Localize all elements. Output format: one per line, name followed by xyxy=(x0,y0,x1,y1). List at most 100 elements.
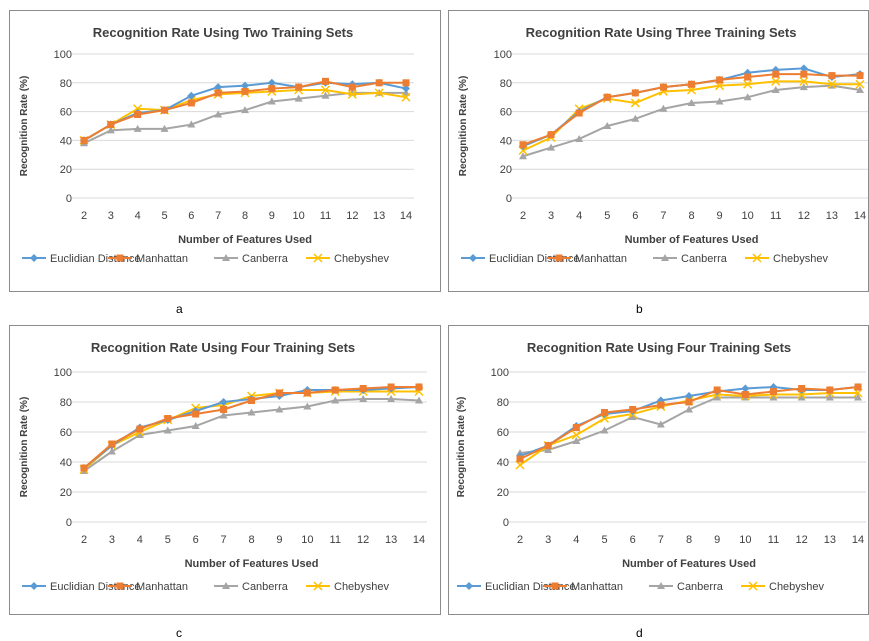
legend-label: Chebyshev xyxy=(334,581,390,593)
data-point xyxy=(856,86,864,93)
legend-marker xyxy=(748,581,758,591)
data-point xyxy=(161,106,168,114)
data-point xyxy=(800,70,808,78)
legend-marker xyxy=(313,253,323,263)
data-point xyxy=(163,426,172,434)
x-tick-label: 8 xyxy=(242,210,248,222)
data-point xyxy=(241,81,249,90)
data-point xyxy=(631,114,640,122)
data-point xyxy=(629,406,637,413)
legend-marker xyxy=(752,253,762,263)
chart-panel-b: Recognition Rate Using Three Training Se… xyxy=(448,10,869,292)
data-point xyxy=(220,406,228,413)
data-point xyxy=(547,143,556,151)
y-axis-label: Recognition Rate (%) xyxy=(19,397,30,498)
legend-label: Canberra xyxy=(242,253,289,265)
series-manhattan xyxy=(516,383,862,463)
data-point xyxy=(187,120,196,128)
x-tick-label: 10 xyxy=(293,210,305,222)
data-point xyxy=(519,141,527,149)
data-point xyxy=(187,99,195,107)
x-tick-label: 2 xyxy=(517,534,523,546)
data-point xyxy=(659,104,668,112)
legend-marker xyxy=(222,254,230,261)
x-axis-label: Number of Features Used xyxy=(625,234,759,246)
legend-item-canberra: Canberra xyxy=(653,253,728,265)
data-point xyxy=(294,94,303,102)
data-point xyxy=(854,393,862,401)
x-tick-label: 2 xyxy=(520,210,526,222)
legend-marker xyxy=(551,582,559,590)
x-tick-label: 11 xyxy=(320,210,331,222)
data-point xyxy=(657,401,665,409)
data-point xyxy=(80,136,88,144)
data-point xyxy=(241,87,249,95)
data-point xyxy=(769,393,778,401)
chart-panel-c: Recognition Rate Using Four Training Set… xyxy=(9,325,441,615)
data-point xyxy=(320,85,331,95)
legend-label: Chebyshev xyxy=(773,253,829,265)
legend-label: Chebyshev xyxy=(334,253,390,265)
data-point xyxy=(108,440,116,448)
data-point xyxy=(799,76,809,86)
data-point xyxy=(685,398,693,406)
x-tick-label: 3 xyxy=(545,534,551,546)
data-point xyxy=(716,76,724,84)
data-point xyxy=(322,77,329,85)
legend-marker xyxy=(469,254,477,262)
data-point xyxy=(771,76,781,86)
data-point xyxy=(770,388,777,395)
legend-label: Canberra xyxy=(677,581,724,593)
chart-frame xyxy=(9,325,441,615)
data-point xyxy=(267,78,276,87)
x-tick-label: 13 xyxy=(826,210,838,222)
x-tick-label: 6 xyxy=(632,210,638,222)
series-canberra xyxy=(80,395,423,474)
x-tick-label: 9 xyxy=(269,210,275,222)
data-point xyxy=(214,89,222,97)
data-point xyxy=(744,73,752,81)
panel-label-c: c xyxy=(176,626,182,640)
x-tick-label: 12 xyxy=(346,210,358,222)
x-tick-label: 9 xyxy=(714,534,720,546)
data-point xyxy=(741,391,749,398)
data-point xyxy=(825,393,834,401)
data-point xyxy=(275,389,283,397)
data-point xyxy=(854,383,862,391)
data-point xyxy=(415,396,423,404)
legend-marker xyxy=(30,582,38,590)
x-axis-label: Number of Features Used xyxy=(622,558,756,570)
x-tick-label: 14 xyxy=(852,534,864,546)
x-tick-label: 8 xyxy=(248,534,254,546)
y-axis-label: Recognition Rate (%) xyxy=(456,397,467,498)
x-tick-label: 8 xyxy=(686,534,692,546)
x-tick-label: 5 xyxy=(604,210,610,222)
data-point xyxy=(826,386,834,394)
x-tick-label: 4 xyxy=(576,210,582,222)
series-manhattan xyxy=(519,70,864,149)
legend-label: Chebyshev xyxy=(769,581,825,593)
data-point xyxy=(575,109,583,117)
series-canberra xyxy=(516,393,862,456)
data-point xyxy=(415,383,423,391)
y-tick-label: 100 xyxy=(494,49,512,61)
x-tick-label: 14 xyxy=(413,534,425,546)
data-point xyxy=(348,83,356,91)
x-tick-label: 5 xyxy=(601,534,607,546)
y-axis-label: Recognition Rate (%) xyxy=(458,76,469,177)
data-point xyxy=(303,402,312,410)
x-tick-label: 13 xyxy=(385,534,397,546)
y-axis-label: Recognition Rate (%) xyxy=(19,76,30,177)
x-tick-label: 4 xyxy=(135,210,141,222)
legend-label: Canberra xyxy=(681,253,728,265)
data-point xyxy=(571,430,581,440)
data-point xyxy=(798,385,806,392)
y-tick-label: 60 xyxy=(500,107,512,119)
chart-title: Recognition Rate Using Two Training Sets xyxy=(93,25,354,40)
legend-item-canberra: Canberra xyxy=(649,581,724,593)
y-tick-label: 80 xyxy=(60,78,72,90)
y-tick-label: 20 xyxy=(497,487,509,499)
data-point xyxy=(107,447,116,455)
x-tick-label: 3 xyxy=(548,210,554,222)
y-tick-label: 60 xyxy=(60,107,72,119)
